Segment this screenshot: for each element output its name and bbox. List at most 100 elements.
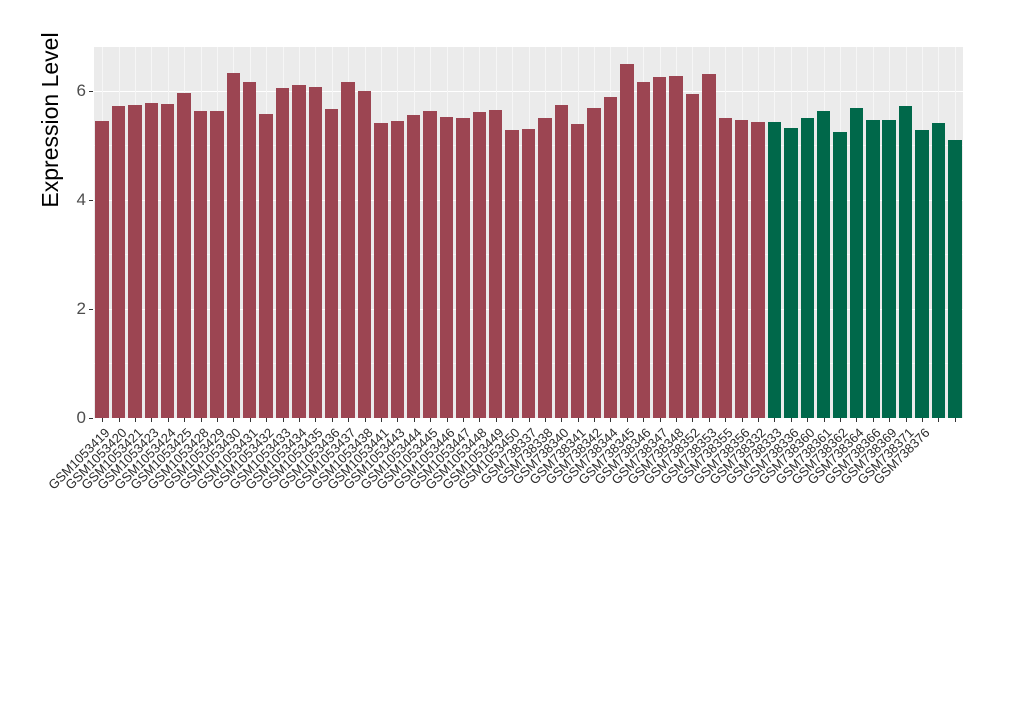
y-tick-label: 6	[76, 80, 86, 100]
bar	[734, 119, 749, 418]
x-tick-mark	[233, 418, 235, 422]
x-tick-mark	[626, 418, 628, 422]
bar	[488, 109, 503, 418]
x-tick-mark	[200, 418, 202, 422]
bar	[325, 109, 339, 418]
x-tick-mark	[922, 418, 923, 422]
y-tick-label: 2	[76, 298, 86, 318]
x-tick-mark	[544, 418, 546, 422]
x-tick-mark	[495, 418, 497, 422]
bar	[554, 105, 568, 418]
bar	[177, 92, 191, 418]
x-axis: GSM1053419 GSM1053420 GSM1053421 GSM1053423…	[45, 418, 956, 492]
bar	[374, 123, 388, 418]
y-tick-label: 0	[76, 408, 86, 427]
bar	[226, 72, 241, 418]
x-tick-mark	[331, 418, 333, 422]
x-tick-mark	[298, 418, 300, 422]
bar	[308, 87, 323, 418]
bar	[784, 128, 798, 418]
x-tick-mark	[610, 418, 612, 422]
x-tick-mark	[807, 418, 809, 422]
bar	[259, 114, 273, 418]
bar	[407, 115, 421, 418]
x-tick-mark	[216, 418, 218, 422]
x-tick-mark	[790, 418, 792, 422]
x-tick-mark	[643, 418, 645, 422]
x-tick-mark	[659, 418, 661, 422]
x-tick-mark	[561, 418, 563, 422]
bar	[505, 130, 519, 418]
bar	[751, 121, 765, 418]
x-tick-mark	[872, 418, 874, 422]
x-tick-mark	[594, 418, 596, 422]
bar	[128, 104, 142, 418]
x-tick-mark	[364, 418, 366, 422]
x-tick-mark	[118, 418, 120, 422]
bar	[456, 117, 470, 418]
x-tick-mark	[413, 418, 415, 422]
x-tick-mark	[348, 418, 350, 422]
x-tick-mark	[856, 418, 858, 422]
bar	[816, 110, 831, 418]
x-tick-mark	[102, 418, 104, 422]
y-tick-mark	[89, 418, 93, 419]
bar	[193, 110, 208, 418]
bar	[669, 75, 683, 418]
bar	[915, 130, 929, 418]
bar	[587, 108, 601, 418]
x-tick-mark	[380, 418, 382, 422]
bar	[685, 93, 700, 418]
x-tick-mark	[167, 418, 169, 422]
bar	[898, 105, 913, 418]
y-tick-mark	[89, 199, 93, 201]
bar	[833, 132, 847, 418]
x-tick-mark	[889, 418, 891, 422]
x-tick-mark	[430, 418, 432, 422]
x-tick-mark	[741, 418, 743, 422]
bar	[243, 81, 257, 418]
x-tick-mark	[577, 418, 579, 422]
x-tick-mark	[151, 418, 153, 422]
x-tick-mark	[692, 418, 694, 422]
x-tick-mark	[528, 418, 530, 422]
bar	[948, 140, 962, 418]
bars-group	[94, 47, 963, 418]
x-tick-mark	[774, 418, 776, 422]
x-tick-mark	[708, 418, 710, 422]
bar	[423, 111, 437, 418]
bar	[210, 110, 224, 418]
bar	[538, 117, 552, 418]
x-tick-mark	[134, 418, 136, 422]
x-tick-mark	[315, 418, 317, 422]
x-tick-mark	[725, 418, 727, 422]
bar	[620, 64, 634, 418]
bar	[866, 119, 880, 418]
bar	[161, 103, 175, 418]
bar	[636, 81, 650, 418]
bar	[800, 117, 814, 418]
y-tick-mark	[89, 308, 93, 310]
x-tick-mark	[840, 418, 842, 422]
bar	[603, 97, 618, 418]
bar	[341, 82, 355, 418]
bar	[357, 90, 372, 418]
bar	[652, 77, 667, 418]
bar	[144, 102, 159, 418]
bar	[882, 119, 896, 418]
x-tick-mark	[462, 418, 464, 422]
bar	[718, 117, 732, 418]
x-tick-mark	[938, 418, 940, 422]
bar	[570, 124, 585, 418]
x-tick-mark	[266, 418, 268, 422]
x-tick-mark	[905, 418, 907, 422]
x-tick-mark	[446, 418, 448, 422]
x-tick-mark	[282, 418, 284, 422]
bar	[95, 120, 109, 418]
bar	[111, 105, 126, 418]
x-tick-mark	[512, 418, 514, 422]
bar	[931, 122, 946, 418]
y-axis: 0 2 4 6	[76, 80, 93, 427]
bar	[849, 107, 864, 418]
bar	[439, 116, 454, 418]
